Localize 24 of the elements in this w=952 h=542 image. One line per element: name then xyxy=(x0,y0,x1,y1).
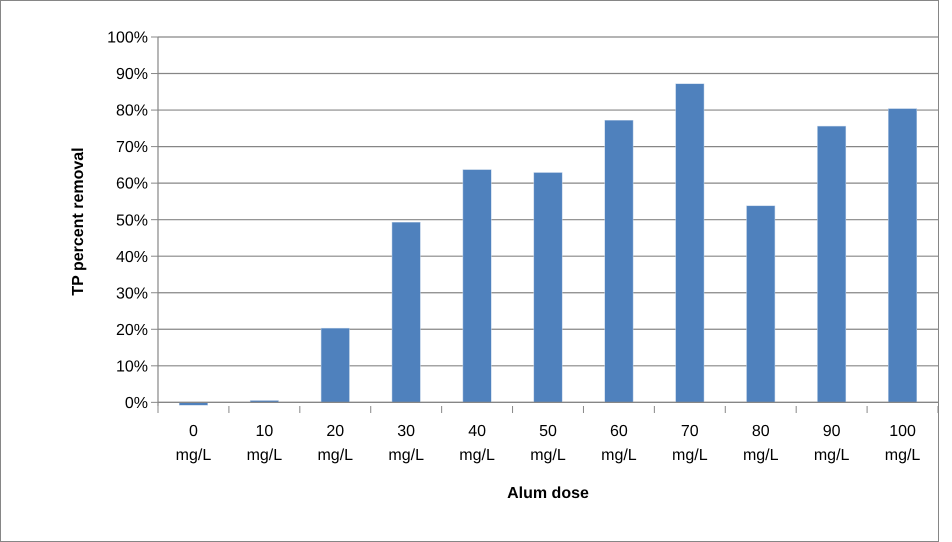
y-tick-label: 60% xyxy=(116,176,148,193)
x-tick-label: 100 mg/L xyxy=(884,423,920,464)
x-axis-title: Alum dose xyxy=(507,485,589,502)
x-tick-label: 10 mg/L xyxy=(246,423,282,464)
y-tick-label: 40% xyxy=(116,248,148,266)
y-tick-label: 70% xyxy=(116,139,148,156)
y-tick-label: 100% xyxy=(107,30,148,47)
x-tick-label: 20 mg/L xyxy=(317,423,354,464)
y-tick-label: 50% xyxy=(116,212,148,230)
y-tick-label: 90% xyxy=(116,66,148,84)
y-tick-label: 80% xyxy=(116,102,148,120)
y-tick-label: 10% xyxy=(116,358,148,376)
x-tick-label: 70 mg/L xyxy=(672,423,708,464)
y-tick-label: 20% xyxy=(116,322,148,339)
x-tick-label: 60 mg/L xyxy=(601,423,637,464)
y-tick-label: 0% xyxy=(124,394,148,412)
x-tick-label: 90 mg/L xyxy=(814,423,850,464)
x-tick-label: 40 mg/L xyxy=(459,423,495,464)
x-tick-label: 0 mg/L xyxy=(176,423,212,464)
x-tick-label: 50 mg/L xyxy=(530,423,566,464)
x-tick-label: 30 mg/L xyxy=(388,423,424,464)
y-tick-label: 30% xyxy=(116,285,148,302)
x-tick-label: 80 mg/L xyxy=(742,423,779,464)
y-axis-title: TP percent removal xyxy=(70,147,87,296)
